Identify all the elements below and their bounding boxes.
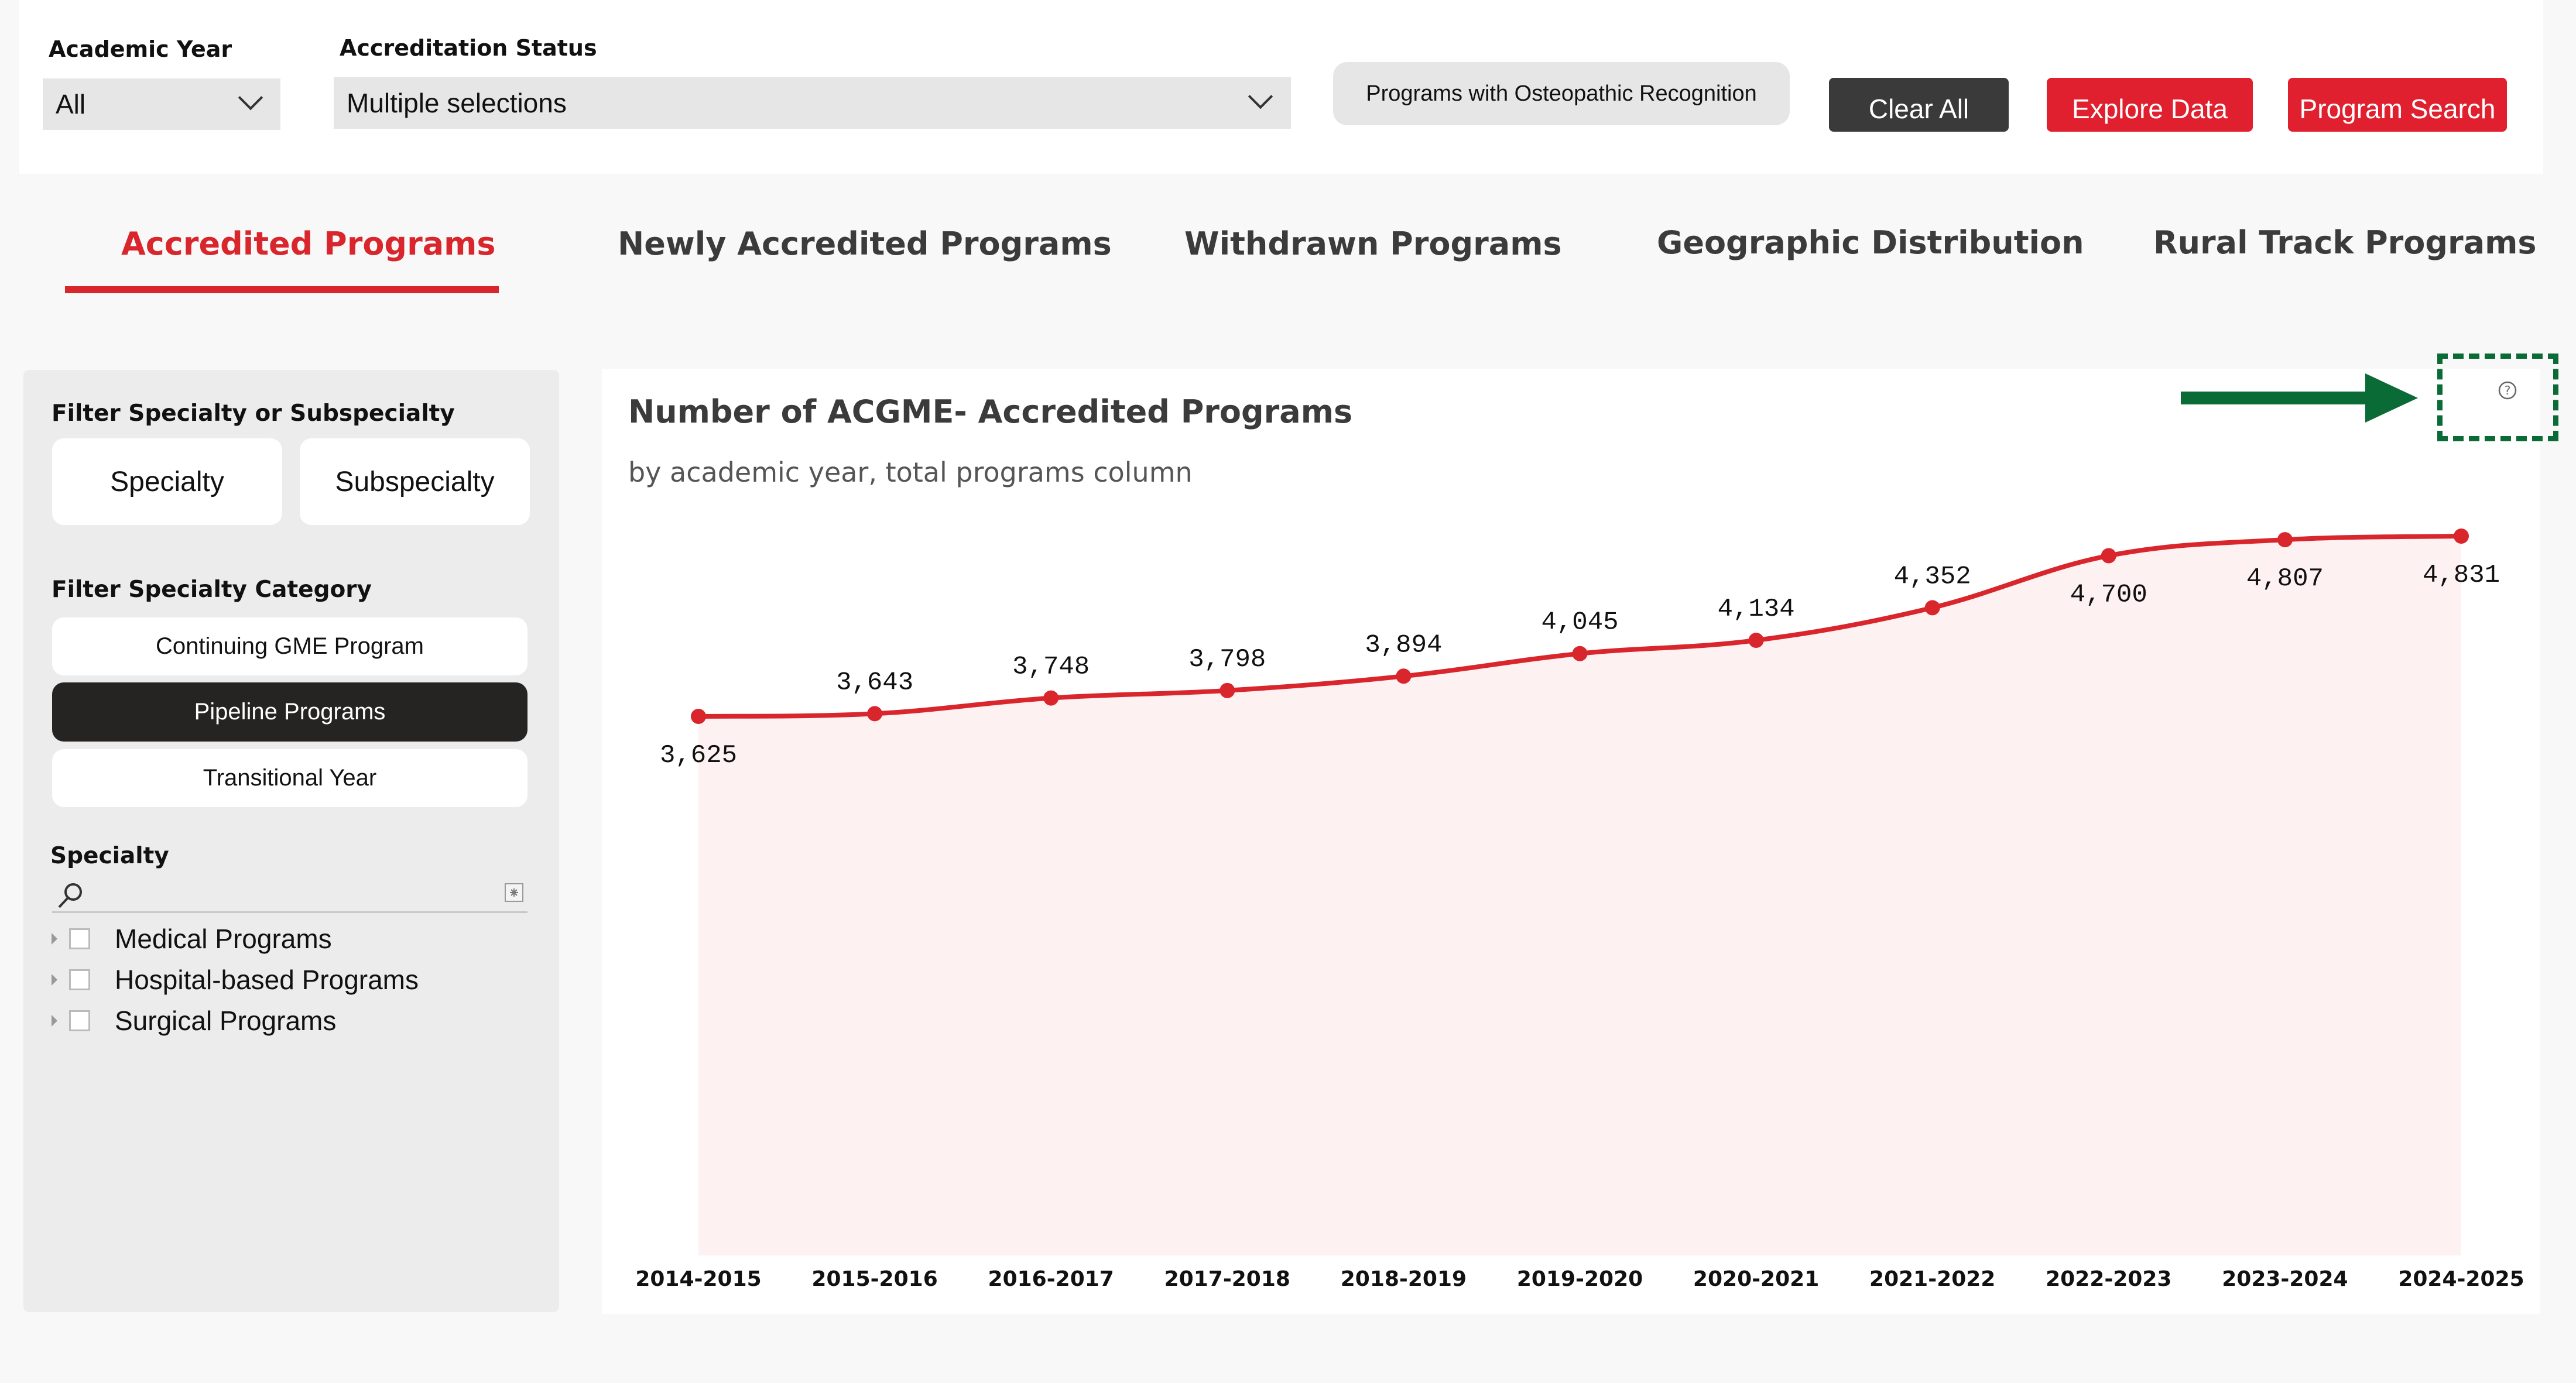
checkbox[interactable] — [69, 928, 90, 949]
data-label: 4,700 — [2070, 580, 2147, 609]
eraser-icon[interactable] — [504, 883, 524, 902]
chevron-down-icon — [238, 85, 263, 111]
data-label: 4,831 — [2423, 561, 2500, 590]
academic-year-dropdown[interactable]: All — [43, 78, 280, 130]
data-label: 4,045 — [1541, 608, 1618, 637]
data-label: 4,807 — [2246, 564, 2324, 593]
tab-newly-accredited-programs[interactable]: Newly Accredited Programs — [618, 225, 1112, 262]
subspecialty-button[interactable]: Subspecialty — [300, 438, 530, 525]
clear-all-button[interactable]: Clear All — [1829, 78, 2009, 132]
data-point — [867, 706, 883, 722]
program-search-button[interactable]: Program Search — [2288, 78, 2507, 132]
academic-year-value: All — [56, 89, 86, 119]
tree-item-label: Medical Programs — [115, 924, 332, 954]
data-point — [691, 709, 706, 724]
accreditation-status-dropdown[interactable]: Multiple selections — [334, 77, 1291, 129]
data-point — [1220, 682, 1235, 698]
tree-item-surgical[interactable]: Surgical Programs — [52, 1005, 336, 1037]
accreditation-status-label: Accreditation Status — [340, 35, 597, 61]
data-label: 3,643 — [836, 668, 913, 697]
data-point — [1572, 646, 1588, 661]
annotation-highlight-box — [2437, 354, 2558, 441]
osteopathic-recognition-toggle[interactable]: Programs with Osteopathic Recognition — [1333, 62, 1790, 125]
data-point — [1043, 690, 1059, 706]
tree-item-hospital-based[interactable]: Hospital-based Programs — [52, 964, 419, 996]
data-point — [1748, 633, 1764, 648]
specialty-button[interactable]: Specialty — [52, 438, 282, 525]
x-tick-label: 2015-2016 — [811, 1267, 937, 1291]
tree-item-medical[interactable]: Medical Programs — [52, 923, 332, 955]
annotation-arrow — [2181, 373, 2418, 423]
chart-title: Number of ACGME- Accredited Programs — [628, 393, 1353, 430]
data-point — [2277, 532, 2293, 548]
chart-subtitle: by academic year, total programs column — [628, 457, 1193, 488]
tab-rural-track-programs[interactable]: Rural Track Programs — [2153, 224, 2537, 261]
expand-caret-icon[interactable] — [52, 1015, 57, 1027]
tab-geographic-distribution[interactable]: Geographic Distribution — [1657, 224, 2084, 261]
specialty-search-input[interactable] — [52, 874, 527, 913]
filter-category-title: Filter Specialty Category — [52, 576, 372, 603]
expand-caret-icon[interactable] — [52, 933, 57, 945]
x-tick-label: 2020-2021 — [1693, 1267, 1819, 1291]
data-label: 3,625 — [660, 741, 737, 770]
category-transitional-year[interactable]: Transitional Year — [52, 749, 527, 807]
tab-accredited-programs[interactable]: Accredited Programs — [121, 225, 496, 262]
x-tick-label: 2017-2018 — [1164, 1267, 1290, 1291]
x-tick-label: 2014-2015 — [635, 1267, 761, 1291]
question-circle-icon[interactable]: ? — [2498, 380, 2517, 400]
x-tick-label: 2018-2019 — [1341, 1267, 1467, 1291]
category-pipeline-programs[interactable]: Pipeline Programs — [52, 682, 527, 742]
filter-specialty-title: Filter Specialty or Subspecialty — [52, 400, 455, 427]
data-label: 3,894 — [1365, 630, 1442, 660]
data-label: 3,798 — [1188, 645, 1266, 674]
x-tick-label: 2023-2024 — [2222, 1267, 2348, 1291]
data-label: 4,134 — [1718, 595, 1795, 624]
search-icon — [58, 883, 82, 908]
x-tick-label: 2022-2023 — [2046, 1267, 2171, 1291]
data-point — [1924, 600, 1940, 616]
data-label: 3,748 — [1012, 653, 1090, 682]
checkbox[interactable] — [69, 969, 90, 990]
area-fill — [698, 536, 2461, 1255]
data-point — [2101, 548, 2116, 564]
x-tick-label: 2024-2025 — [2398, 1267, 2524, 1291]
category-continuing-gme[interactable]: Continuing GME Program — [52, 617, 527, 675]
x-tick-label: 2016-2017 — [988, 1267, 1114, 1291]
active-tab-indicator — [65, 286, 499, 293]
tab-withdrawn-programs[interactable]: Withdrawn Programs — [1184, 225, 1562, 262]
chevron-down-icon — [1248, 84, 1273, 109]
accreditation-status-value: Multiple selections — [347, 88, 567, 118]
filter-panel — [23, 370, 559, 1312]
expand-caret-icon[interactable] — [52, 974, 57, 986]
x-tick-label: 2019-2020 — [1517, 1267, 1643, 1291]
tree-item-label: Hospital-based Programs — [115, 965, 419, 995]
tree-item-label: Surgical Programs — [115, 1005, 337, 1036]
svg-text:?: ? — [2505, 383, 2511, 397]
specialty-list-title: Specialty — [50, 843, 169, 869]
data-point — [2454, 529, 2469, 544]
data-point — [1396, 668, 1412, 684]
data-label: 4,352 — [1894, 562, 1971, 591]
line-area-chart: 3,625 2014-2015 3,643 2015-2016 3,748 2016-20… — [635, 529, 2524, 1291]
checkbox[interactable] — [69, 1010, 90, 1031]
academic-year-label: Academic Year — [49, 36, 232, 62]
explore-data-button[interactable]: Explore Data — [2047, 78, 2253, 132]
x-tick-label: 2021-2022 — [1869, 1267, 1995, 1291]
